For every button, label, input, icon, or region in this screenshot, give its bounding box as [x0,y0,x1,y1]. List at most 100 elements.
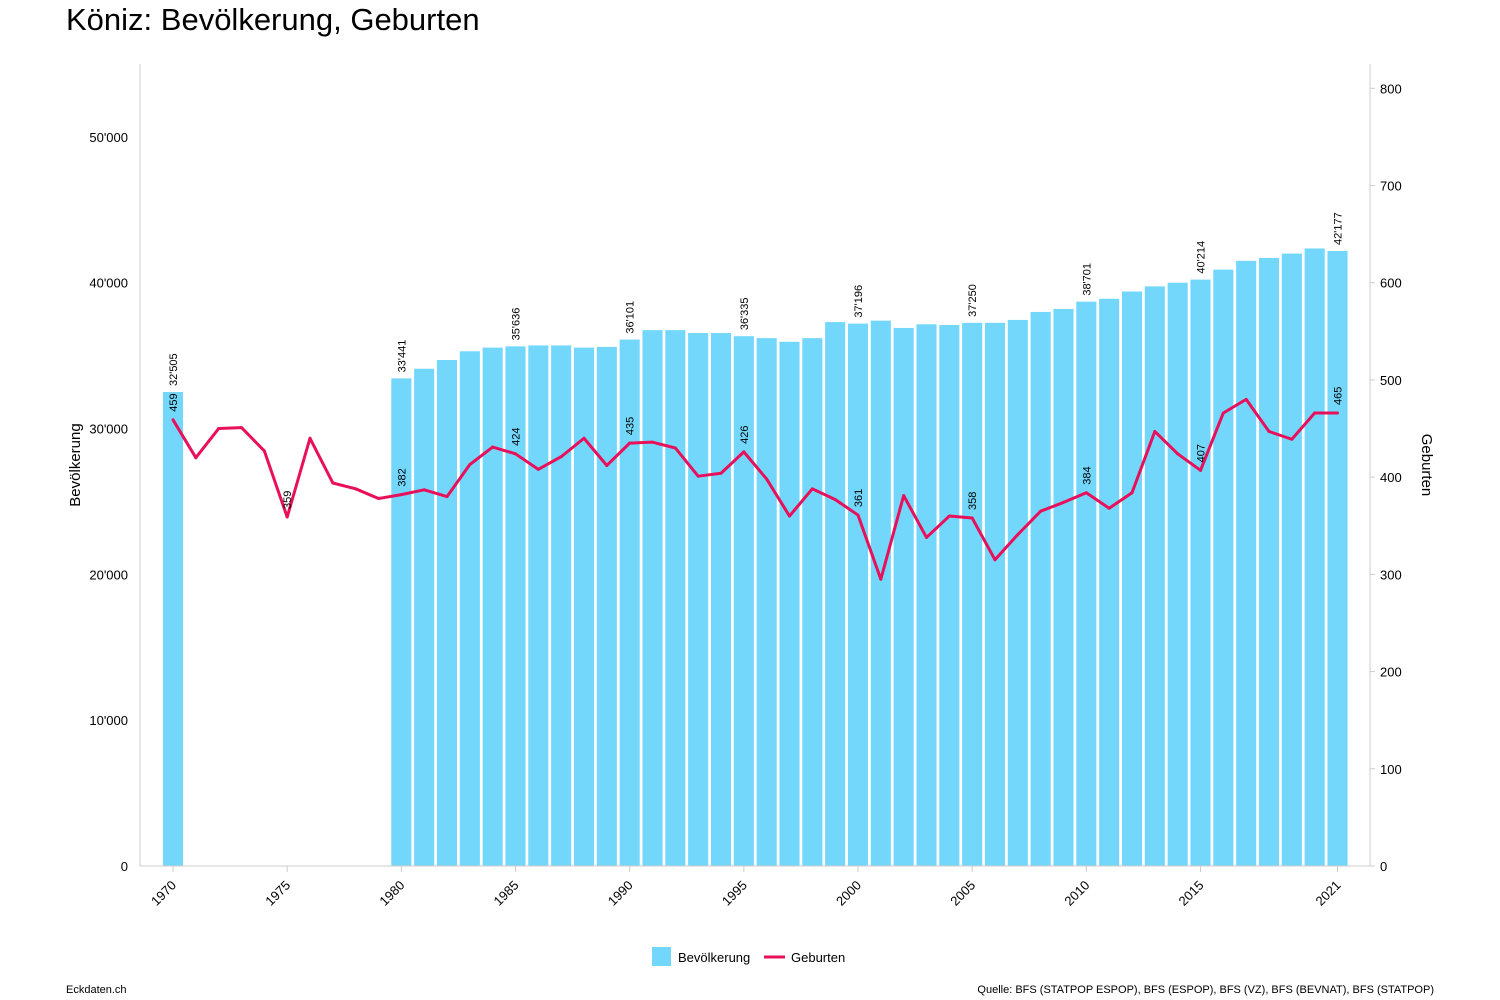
bar-1999 [825,322,846,867]
x-tick-label: 2005 [947,878,978,909]
line-data-label-2000: 361 [853,489,865,507]
y-right-tick-label: 300 [1380,567,1402,582]
geburten-point-2005 [970,516,974,520]
bar-1987 [551,345,572,866]
geburten-point-2008 [1039,509,1043,513]
x-tick-label: 2010 [1061,878,1092,909]
bars-group [162,248,1348,867]
line-data-label-1990: 435 [625,417,637,435]
bar-2009 [1053,308,1074,866]
y-left-tick-label: 50'000 [89,130,128,145]
bar-1970 [162,392,184,866]
geburten-point-2021 [1336,411,1339,415]
bar-1991 [642,330,663,867]
line-data-label-1995: 426 [739,426,751,444]
bar-data-label-1970: 32'505 [168,353,180,386]
geburten-point-1994 [719,471,723,475]
bar-2021 [1327,250,1348,866]
chart-title: Köniz: Bevölkerung, Geburten [66,2,480,37]
geburten-point-2011 [1107,506,1111,510]
geburten-point-1999 [833,498,837,502]
bar-data-label-1985: 35'636 [511,308,523,341]
geburten-point-2018 [1267,429,1271,433]
y-left-tick-label: 40'000 [89,276,128,291]
bar-1996 [756,338,777,866]
legend-swatch-bevoelkerung [652,947,671,966]
bar-2015 [1190,279,1211,866]
bar-1980 [391,378,412,866]
bar-2016 [1213,269,1234,866]
geburten-point-1975 [285,515,289,519]
bar-2018 [1258,257,1280,866]
x-tick-label: 1970 [148,878,179,909]
geburten-point-1989 [605,463,609,467]
geburten-point-1991 [651,440,654,444]
legend-label-geburten: Geburten [791,950,845,965]
y-right-axis-label: Geburten [1418,434,1435,497]
bar-data-label-2010: 38'701 [1081,263,1093,296]
geburten-point-2020 [1313,411,1317,415]
bar-1986 [528,345,549,866]
geburten-point-2012 [1130,491,1134,495]
geburten-point-1985 [514,452,517,456]
geburten-point-1980 [399,493,403,497]
y-left-tick-label: 20'000 [89,567,128,582]
x-tick-label: 1975 [262,878,293,909]
bar-data-label-2005: 37'250 [967,284,979,317]
bar-1992 [665,330,686,867]
x-tick-label: 2000 [833,878,864,909]
geburten-point-1974 [262,449,266,453]
geburten-point-1987 [559,455,563,459]
bar-1989 [596,346,617,866]
line-data-label-1975: 359 [282,491,294,509]
bar-data-label-2015: 40'214 [1196,241,1208,274]
bar-1982 [436,360,458,866]
geburten-point-1986 [536,467,540,471]
geburten-point-1983 [468,463,472,467]
bar-data-label-1995: 36'335 [739,297,751,330]
line-data-label-2005: 358 [967,492,979,510]
line-data-label-2010: 384 [1081,466,1093,484]
x-tick-label: 1990 [605,878,636,909]
bar-1998 [802,338,823,866]
geburten-point-1973 [240,426,243,430]
y-right-tick-label: 700 [1380,179,1402,194]
line-data-label-1985: 424 [511,427,523,445]
x-tick-label: 1980 [376,878,407,909]
bar-data-label-1980: 33'441 [396,340,408,373]
geburten-point-2001 [879,577,883,581]
bar-1985 [505,346,526,867]
y-left-axis-label: Bevölkerung [67,423,84,506]
bar-2005 [962,322,983,866]
bar-2000 [847,323,869,866]
x-tick-label: 2021 [1313,878,1344,909]
geburten-point-1970 [171,418,175,422]
y-left-tick-label: 10'000 [89,713,128,728]
geburten-point-1992 [673,446,677,450]
bar-data-label-1990: 36'101 [625,301,637,334]
bar-2004 [939,325,960,867]
bar-2007 [1007,319,1028,867]
bar-1994 [710,333,732,866]
geburten-point-2006 [993,558,997,562]
geburten-point-1998 [810,487,814,491]
geburten-point-2009 [1062,500,1065,504]
geburten-point-1977 [331,481,335,485]
geburten-point-1996 [765,477,769,481]
geburten-point-1990 [628,441,632,445]
bar-2011 [1099,298,1120,866]
bar-1983 [459,351,480,866]
bar-2020 [1304,248,1325,866]
geburten-point-1979 [377,497,380,501]
bar-1990 [619,339,640,866]
y-right-tick-label: 400 [1380,470,1402,485]
bar-2002 [893,327,914,866]
geburten-point-1978 [354,487,358,491]
bar-1981 [414,368,435,866]
geburten-point-2015 [1199,468,1202,472]
bar-2001 [870,320,891,866]
bar-2006 [984,322,1006,866]
geburten-point-2000 [856,513,860,517]
geburten-point-1995 [742,450,746,454]
geburten-point-2017 [1244,397,1248,401]
